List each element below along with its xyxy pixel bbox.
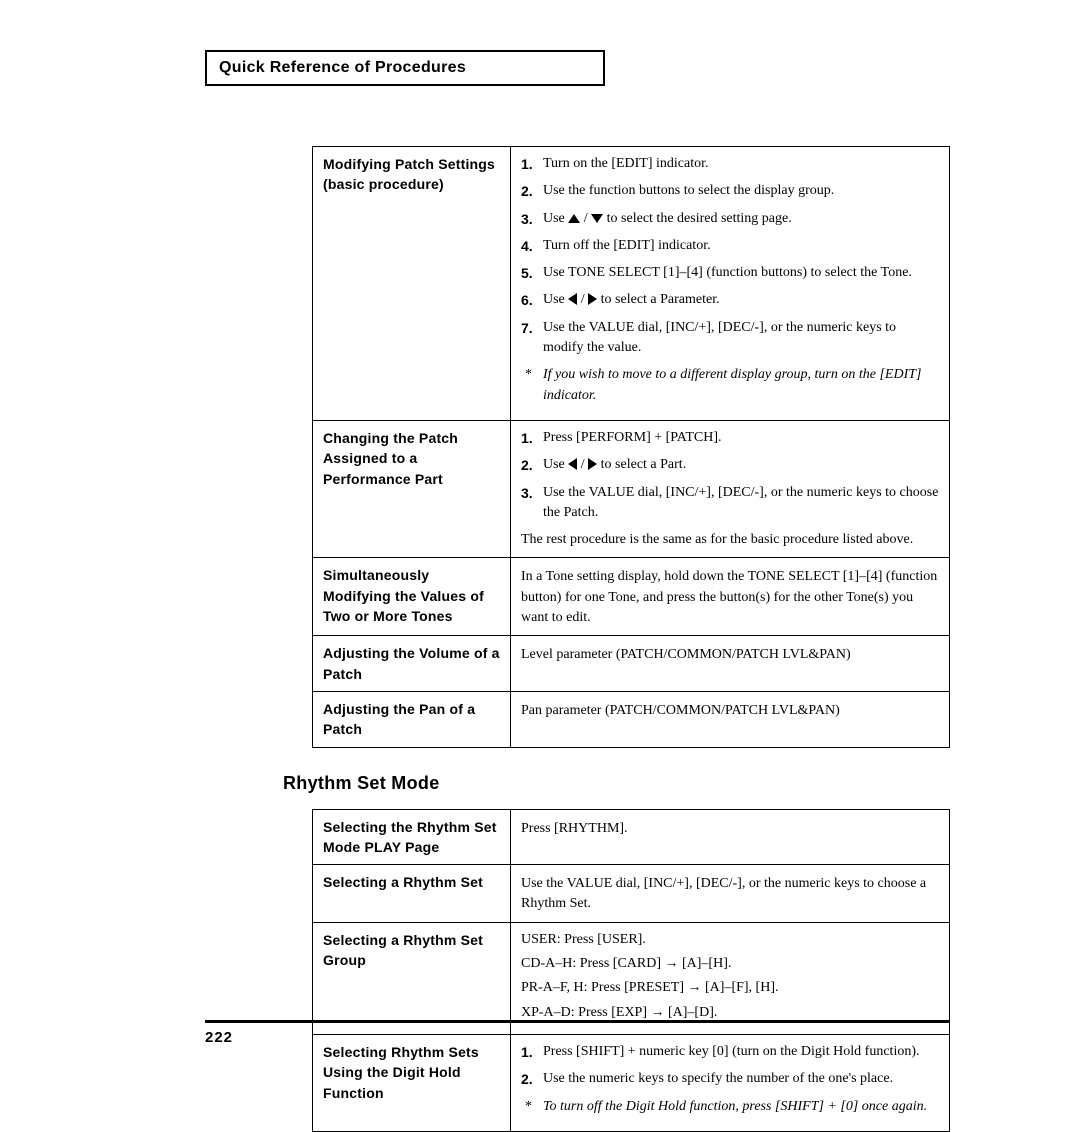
step-text: If you wish to move to a different displ… — [543, 365, 939, 406]
section-heading: Rhythm Set Mode — [283, 773, 950, 794]
step-number: 2. — [521, 181, 543, 201]
row-content: Use the VALUE dial, [INC/+], [DEC/-], or… — [511, 865, 950, 923]
row-content: 1.Press [PERFORM] + [PATCH].2.Use / to s… — [511, 420, 950, 557]
plain-text: In a Tone setting display, hold down the… — [521, 567, 939, 628]
plain-text: Level parameter (PATCH/COMMON/PATCH LVL&… — [521, 645, 939, 665]
row-label: Adjusting the Volume of a Patch — [313, 636, 511, 692]
step: 5.Use TONE SELECT [1]–[4] (function butt… — [521, 263, 939, 283]
step-text: Use the VALUE dial, [INC/+], [DEC/-], or… — [543, 318, 939, 359]
step-text: Press [PERFORM] + [PATCH]. — [543, 428, 939, 448]
row-label: Simultaneously Modifying the Values of T… — [313, 558, 511, 636]
arrow-up-icon — [568, 214, 580, 223]
row-content: 1.Press [SHIFT] + numeric key [0] (turn … — [511, 1034, 950, 1131]
step-number: 5. — [521, 263, 543, 283]
row-label: Selecting Rhythm Sets Using the Digit Ho… — [313, 1034, 511, 1131]
plain-text: Use the VALUE dial, [INC/+], [DEC/-], or… — [521, 874, 939, 915]
step-number: * — [521, 365, 543, 406]
step: 7.Use the VALUE dial, [INC/+], [DEC/-], … — [521, 318, 939, 359]
step-text: Use the numeric keys to specify the numb… — [543, 1069, 939, 1089]
table-row: Selecting a Rhythm SetUse the VALUE dial… — [313, 865, 950, 923]
step-number: 2. — [521, 455, 543, 475]
step: 6.Use / to select a Parameter. — [521, 290, 939, 310]
row-label: Adjusting the Pan of a Patch — [313, 691, 511, 747]
step: *If you wish to move to a different disp… — [521, 365, 939, 406]
step-text: Use / to select a Part. — [543, 455, 939, 475]
plain-text: Press [RHYTHM]. — [521, 819, 939, 839]
row-label: Selecting a Rhythm Set — [313, 865, 511, 923]
step-number: 3. — [521, 209, 543, 229]
step-text: Use the VALUE dial, [INC/+], [DEC/-], or… — [543, 483, 939, 524]
table-row: Simultaneously Modifying the Values of T… — [313, 558, 950, 636]
row-content: In a Tone setting display, hold down the… — [511, 558, 950, 636]
row-label: Changing the Patch Assigned to a Perform… — [313, 420, 511, 557]
step: 1.Press [PERFORM] + [PATCH]. — [521, 428, 939, 448]
procedures-table-1: Modifying Patch Settings (basic procedur… — [312, 146, 950, 748]
arrow-right-icon — [588, 458, 597, 470]
step: 2.Use / to select a Part. — [521, 455, 939, 475]
row-content: Press [RHYTHM]. — [511, 809, 950, 865]
table-row: Modifying Patch Settings (basic procedur… — [313, 147, 950, 421]
table-row: Adjusting the Volume of a Patch Level par… — [313, 636, 950, 692]
row-label: Selecting a Rhythm Set Group — [313, 922, 511, 1034]
header-box: Quick Reference of Procedures — [205, 50, 605, 86]
footer-rule — [205, 1020, 950, 1023]
row-label: Modifying Patch Settings (basic procedur… — [313, 147, 511, 421]
row-content: Pan parameter (PATCH/COMMON/PATCH LVL&PA… — [511, 691, 950, 747]
page-number: 222 — [205, 1029, 950, 1046]
procedures-table-2: Selecting the Rhythm Set Mode PLAY Page P… — [312, 809, 950, 1132]
step-text: Use TONE SELECT [1]–[4] (function button… — [543, 263, 939, 283]
step: 4.Turn off the [EDIT] indicator. — [521, 236, 939, 256]
step-text: Use the function buttons to select the d… — [543, 181, 939, 201]
step-number: 4. — [521, 236, 543, 256]
step: 3.Use the VALUE dial, [INC/+], [DEC/-], … — [521, 483, 939, 524]
line: PR-A–F, H: Press [PRESET] → [A]–[F], [H]… — [521, 978, 939, 998]
line: CD-A–H: Press [CARD] → [A]–[H]. — [521, 954, 939, 974]
step-text: Turn on the [EDIT] indicator. — [543, 154, 939, 174]
step: *To turn off the Digit Hold function, pr… — [521, 1097, 939, 1117]
step-number: * — [521, 1097, 543, 1117]
step-text: To turn off the Digit Hold function, pre… — [543, 1097, 939, 1117]
table-row: Changing the Patch Assigned to a Perform… — [313, 420, 950, 557]
row-content: 1.Turn on the [EDIT] indicator.2.Use the… — [511, 147, 950, 421]
step: 3.Use / to select the desired setting pa… — [521, 209, 939, 229]
step-number: 3. — [521, 483, 543, 524]
footer: 222 — [205, 1020, 950, 1046]
arrow-left-icon — [568, 293, 577, 305]
arrow-right-icon — [588, 293, 597, 305]
step-number: 1. — [521, 428, 543, 448]
plain-text: The rest procedure is the same as for th… — [521, 530, 939, 550]
plain-text: Pan parameter (PATCH/COMMON/PATCH LVL&PA… — [521, 701, 939, 721]
table-row: Selecting the Rhythm Set Mode PLAY Page P… — [313, 809, 950, 865]
step-number: 1. — [521, 154, 543, 174]
table-row: Selecting Rhythm Sets Using the Digit Ho… — [313, 1034, 950, 1131]
page: Quick Reference of Procedures Modifying … — [0, 0, 1080, 1080]
step-text: Turn off the [EDIT] indicator. — [543, 236, 939, 256]
step-number: 2. — [521, 1069, 543, 1089]
step-text: Use / to select a Parameter. — [543, 290, 939, 310]
line: USER: Press [USER]. — [521, 930, 939, 950]
step-number: 6. — [521, 290, 543, 310]
row-label: Selecting the Rhythm Set Mode PLAY Page — [313, 809, 511, 865]
table-row: Adjusting the Pan of a Patch Pan paramete… — [313, 691, 950, 747]
step: 1.Turn on the [EDIT] indicator. — [521, 154, 939, 174]
row-content: Level parameter (PATCH/COMMON/PATCH LVL&… — [511, 636, 950, 692]
arrow-left-icon — [568, 458, 577, 470]
step-number: 7. — [521, 318, 543, 359]
row-content: USER: Press [USER]. CD-A–H: Press [CARD] … — [511, 922, 950, 1034]
step-text: Use / to select the desired setting page… — [543, 209, 939, 229]
step: 2.Use the numeric keys to specify the nu… — [521, 1069, 939, 1089]
arrow-down-icon — [591, 214, 603, 223]
table-row: Selecting a Rhythm Set GroupUSER: Press … — [313, 922, 950, 1034]
step: 2.Use the function buttons to select the… — [521, 181, 939, 201]
